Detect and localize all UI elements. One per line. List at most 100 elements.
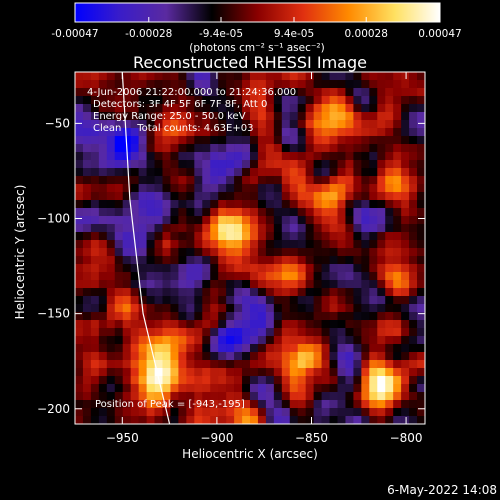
heatmap-cell xyxy=(265,304,275,313)
heatmap-cell xyxy=(138,400,147,409)
heatmap-cell xyxy=(146,176,155,185)
heatmap-cell xyxy=(401,144,410,153)
heatmap-cell xyxy=(162,104,171,113)
heatmap-cell xyxy=(353,328,362,337)
heatmap-cell xyxy=(194,296,203,305)
heatmap-cell xyxy=(114,120,124,129)
heatmap-cell xyxy=(114,320,124,329)
heatmap-cells xyxy=(75,72,425,424)
heatmap-cell xyxy=(242,408,251,417)
heatmap-cell xyxy=(170,408,179,417)
heatmap-cell xyxy=(250,232,259,241)
heatmap-cell xyxy=(257,264,267,273)
heatmap-cell xyxy=(361,352,370,361)
heatmap-cell xyxy=(226,144,235,153)
heatmap-cell xyxy=(401,112,410,121)
heatmap-cell xyxy=(409,80,418,89)
heatmap-cell xyxy=(75,296,84,305)
heatmap-cell xyxy=(82,136,92,145)
heatmap-cell xyxy=(273,352,283,361)
heatmap-cell xyxy=(154,184,163,193)
heatmap-cell xyxy=(305,216,314,225)
heatmap-cell xyxy=(385,384,394,393)
heatmap-cell xyxy=(170,192,179,201)
heatmap-cell xyxy=(186,72,195,81)
heatmap-cell xyxy=(401,368,410,377)
heatmap-cell xyxy=(90,304,100,313)
heatmap-cell xyxy=(417,352,425,361)
heatmap-cell xyxy=(337,192,346,201)
heatmap-cell xyxy=(186,152,195,161)
heatmap-cell xyxy=(297,328,306,337)
heatmap-cell xyxy=(393,400,402,409)
heatmap-cell xyxy=(369,416,378,424)
heatmap-cell xyxy=(409,176,418,185)
heatmap-cell xyxy=(361,264,370,273)
heatmap-cell xyxy=(210,136,219,145)
heatmap-cell xyxy=(297,144,306,153)
heatmap-cell xyxy=(226,288,235,297)
heatmap-cell xyxy=(194,408,203,417)
heatmap-cell xyxy=(75,384,84,393)
heatmap-cell xyxy=(234,248,243,257)
heatmap-cell xyxy=(329,288,338,297)
heatmap-cell xyxy=(289,392,299,401)
heatmap-cell xyxy=(345,128,354,137)
heatmap-cell xyxy=(226,72,235,81)
heatmap-cell xyxy=(257,96,267,105)
heatmap-cell xyxy=(250,312,259,321)
heatmap-cell xyxy=(202,176,211,185)
heatmap-cell xyxy=(417,416,425,424)
heatmap-cell xyxy=(401,176,410,185)
heatmap-cell xyxy=(82,152,92,161)
heatmap-cell xyxy=(234,88,243,97)
heatmap-cell xyxy=(329,208,338,217)
heatmap-cell xyxy=(289,328,299,337)
heatmap-cell xyxy=(273,296,283,305)
heatmap-cell xyxy=(146,280,155,289)
heatmap-cell xyxy=(417,376,425,385)
heatmap-cell xyxy=(82,224,92,233)
heatmap-cell xyxy=(130,144,139,153)
heatmap-cell xyxy=(178,160,187,169)
heatmap-cell xyxy=(289,112,299,121)
heatmap-cell xyxy=(289,288,299,297)
heatmap-cell xyxy=(273,264,283,273)
heatmap-cell xyxy=(321,416,330,424)
heatmap-cell xyxy=(361,192,370,201)
heatmap-cell xyxy=(75,80,84,89)
heatmap-cell xyxy=(385,168,394,177)
heatmap-cell xyxy=(178,80,187,89)
heatmap-cell xyxy=(82,200,92,209)
heatmap-cell xyxy=(154,384,163,393)
heatmap-cell xyxy=(226,80,235,89)
heatmap-cell xyxy=(218,128,227,137)
heatmap-cell xyxy=(297,176,306,185)
heatmap-cell xyxy=(114,384,124,393)
heatmap-cell xyxy=(369,256,378,265)
heatmap-cell xyxy=(401,96,410,105)
heatmap-cell xyxy=(178,144,187,153)
heatmap-cell xyxy=(401,128,410,137)
heatmap-cell xyxy=(337,168,346,177)
heatmap-cell xyxy=(257,352,267,361)
heatmap-cell xyxy=(242,104,251,113)
heatmap-cell xyxy=(369,152,378,161)
heatmap-cell xyxy=(194,160,203,169)
heatmap-cell xyxy=(409,128,418,137)
heatmap-cell xyxy=(289,304,299,313)
heatmap-cell xyxy=(154,208,163,217)
heatmap-cell xyxy=(369,304,378,313)
heatmap-cell xyxy=(313,176,322,185)
heatmap-cell xyxy=(305,256,314,265)
heatmap-cell xyxy=(154,240,163,249)
heatmap-cell xyxy=(257,104,267,113)
heatmap-cell xyxy=(186,112,195,121)
heatmap-cell xyxy=(345,120,354,129)
heatmap-cell xyxy=(162,280,171,289)
heatmap-cell xyxy=(226,384,235,393)
heatmap-cell xyxy=(234,336,243,345)
heatmap-cell xyxy=(417,152,425,161)
heatmap-cell xyxy=(401,152,410,161)
heatmap-cell xyxy=(409,216,418,225)
